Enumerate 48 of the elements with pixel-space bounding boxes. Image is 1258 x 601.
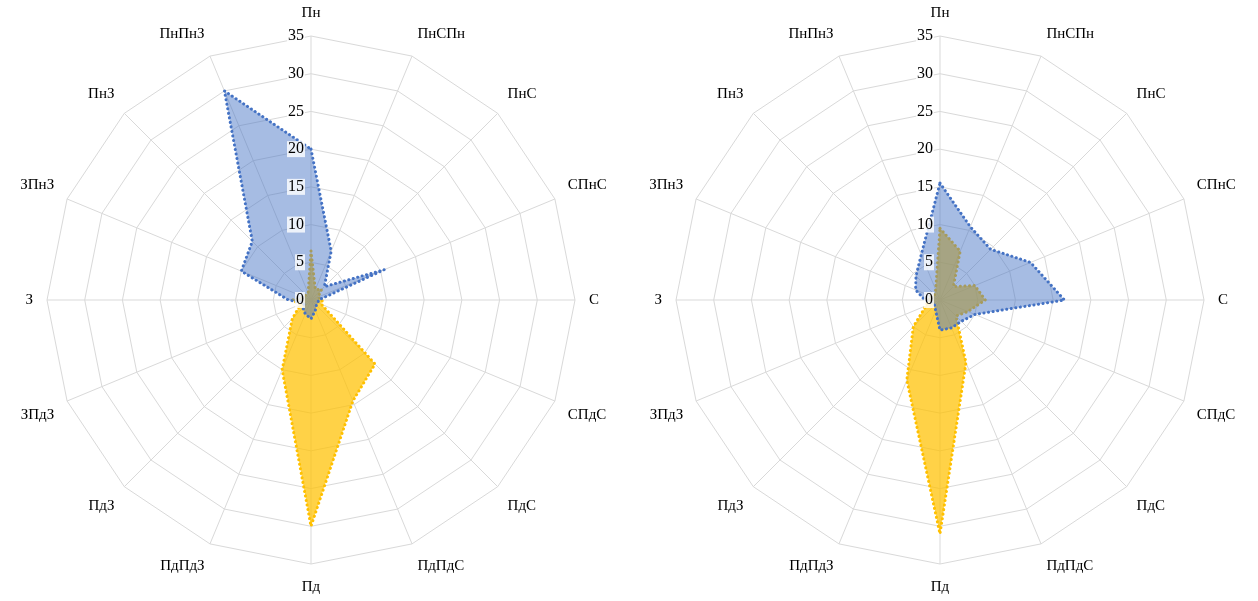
y-tick-label: 35 <box>288 26 304 44</box>
spoke-label: Пд <box>930 577 950 594</box>
y-tick-label: 5 <box>296 252 304 270</box>
spoke-label: ПдЗ <box>88 496 115 513</box>
y-tick-label: 5 <box>925 252 933 270</box>
spoke-label: ПнСПн <box>417 25 466 42</box>
spoke-label: ПдПдС <box>1046 556 1094 573</box>
spoke-label: ПнС <box>507 85 537 102</box>
spoke-label: ПдПдЗ <box>789 556 834 573</box>
y-tick-label: 20 <box>288 139 304 157</box>
y-tick-label: 0 <box>296 290 304 308</box>
spoke-label: ЗПнЗ <box>649 175 684 192</box>
spoke-label: ПдС <box>507 496 537 513</box>
spoke-label: ЗПнЗ <box>20 175 55 192</box>
y-tick-label: 25 <box>288 101 304 119</box>
y-tick-label: 15 <box>288 177 304 195</box>
y-tick-label: 10 <box>917 214 933 232</box>
y-tick-label: 15 <box>917 177 933 195</box>
spoke-label: ПнПнЗ <box>159 25 205 42</box>
spoke-label: СПнС <box>567 175 607 192</box>
spoke-label: ПдЗ <box>717 496 744 513</box>
spoke-label: ПнСПн <box>1046 25 1095 42</box>
spoke-label: ПдПдС <box>417 556 465 573</box>
y-tick-label: 0 <box>925 290 933 308</box>
y-tick-label: 20 <box>917 139 933 157</box>
spoke-label: Пн <box>930 3 950 20</box>
spoke-label: Пн <box>301 3 321 20</box>
spoke-label: ПдПдЗ <box>160 556 205 573</box>
spoke-label: ПнЗ <box>88 85 115 102</box>
spoke-label: ПнПнЗ <box>788 25 834 42</box>
y-tick-label: 30 <box>288 63 304 81</box>
y-tick-label: 10 <box>288 214 304 232</box>
y-tick-label: 25 <box>917 101 933 119</box>
spoke-label: ПнС <box>1136 85 1166 102</box>
spoke-label: ПнЗ <box>717 85 744 102</box>
spoke-label: З <box>25 290 33 307</box>
spoke-label: Пд <box>301 577 321 594</box>
spoke-label: ПдС <box>1136 496 1166 513</box>
y-tick-label: 30 <box>917 63 933 81</box>
y-tick-label: 35 <box>917 26 933 44</box>
spoke-label: С <box>1218 290 1229 307</box>
spoke-label: С <box>589 290 600 307</box>
spoke-label: З <box>654 290 662 307</box>
spoke-label: ЗПдЗ <box>20 406 55 423</box>
spoke-label: СПнС <box>1196 175 1236 192</box>
spoke-label: СПдС <box>1196 406 1236 423</box>
spoke-label: СПдС <box>567 406 607 423</box>
spoke-label: ЗПдЗ <box>649 406 684 423</box>
